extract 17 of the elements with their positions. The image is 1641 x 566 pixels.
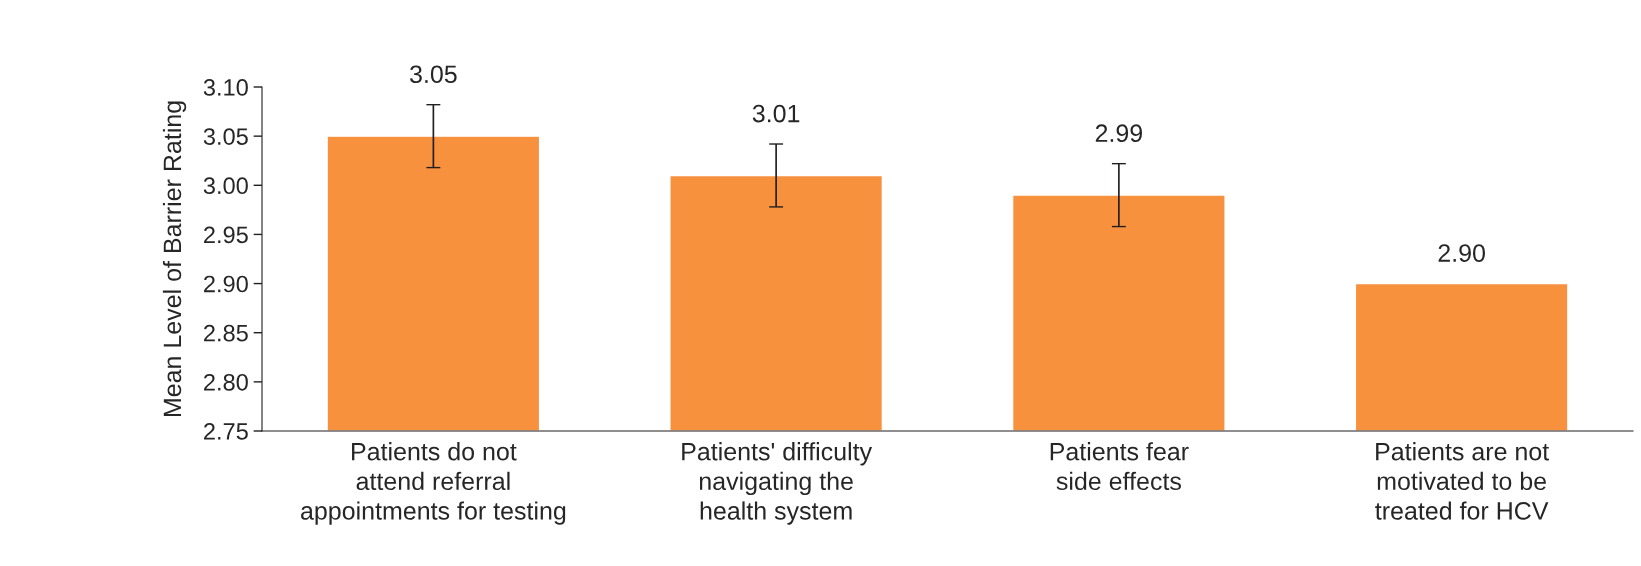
x-tick-label: Patients' difficulty navigating the health system xyxy=(682,442,873,525)
y-tick-label: 3.10 xyxy=(203,79,248,96)
y-tick-label: 2.85 xyxy=(204,324,248,342)
x-tick-label: Patients do not attend referral appointments for testing xyxy=(301,442,566,525)
data-label: 2.99 xyxy=(1095,124,1143,143)
y-axis-title: Mean Level of Barrier Rating xyxy=(162,101,187,417)
data-label: 2.90 xyxy=(1438,244,1485,262)
y-tick-label: 2.95 xyxy=(204,226,248,244)
y-tick-label: 2.75 xyxy=(204,423,248,440)
y-tick-label: 2.90 xyxy=(204,275,248,293)
y-tick-label: 3.05 xyxy=(203,128,248,145)
x-tick-label: Patients fear side effects xyxy=(1050,442,1189,491)
data-label: 3.05 xyxy=(410,65,457,84)
data-label: 3.01 xyxy=(752,104,800,123)
y-tick-label: 2.80 xyxy=(204,373,248,391)
x-tick-label: Patients are not motivated to be treated for HCV xyxy=(1375,442,1549,520)
y-tick-label: 3.00 xyxy=(203,177,248,195)
